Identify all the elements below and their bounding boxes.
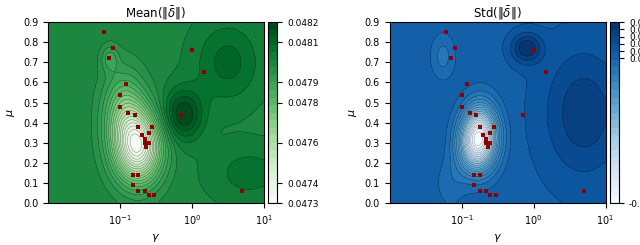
- Y-axis label: $\mu$: $\mu$: [347, 108, 359, 117]
- Point: [123, 111, 133, 115]
- Point: [481, 137, 492, 141]
- Point: [104, 56, 114, 60]
- Point: [481, 189, 492, 193]
- Point: [133, 173, 143, 177]
- Point: [469, 183, 479, 187]
- Point: [456, 93, 467, 97]
- Point: [450, 46, 460, 50]
- Point: [199, 71, 209, 74]
- Point: [140, 137, 150, 141]
- Point: [475, 125, 485, 129]
- Point: [143, 141, 154, 145]
- Point: [143, 193, 154, 197]
- Point: [489, 125, 499, 129]
- Point: [485, 193, 495, 197]
- Point: [445, 56, 456, 60]
- Point: [99, 30, 109, 34]
- Title: Mean($\|\bar{\delta}\|$): Mean($\|\bar{\delta}\|$): [125, 5, 186, 22]
- Point: [120, 83, 131, 86]
- Title: Std($\|\bar{\delta}\|$): Std($\|\bar{\delta}\|$): [474, 5, 522, 22]
- Point: [133, 189, 143, 193]
- Point: [471, 113, 481, 117]
- Point: [129, 113, 140, 117]
- Point: [141, 145, 151, 149]
- Point: [529, 48, 539, 52]
- Point: [481, 141, 492, 145]
- Point: [579, 189, 589, 193]
- Point: [133, 125, 143, 129]
- Point: [478, 133, 488, 137]
- Point: [462, 83, 472, 86]
- Point: [541, 71, 552, 74]
- Point: [491, 193, 501, 197]
- Point: [483, 145, 493, 149]
- Point: [127, 183, 138, 187]
- X-axis label: $\gamma$: $\gamma$: [493, 233, 502, 245]
- Y-axis label: $\mu$: $\mu$: [5, 108, 17, 117]
- Point: [475, 189, 485, 193]
- Point: [187, 48, 197, 52]
- Point: [456, 105, 467, 109]
- Point: [475, 173, 485, 177]
- Point: [140, 189, 150, 193]
- Point: [465, 111, 475, 115]
- Point: [485, 141, 495, 145]
- Point: [140, 141, 150, 145]
- Point: [441, 30, 451, 34]
- Point: [485, 131, 495, 135]
- Point: [237, 189, 247, 193]
- Point: [517, 113, 527, 117]
- Point: [115, 93, 125, 97]
- Point: [115, 105, 125, 109]
- Point: [147, 125, 157, 129]
- Point: [136, 133, 147, 137]
- Point: [175, 113, 186, 117]
- Point: [469, 173, 479, 177]
- Point: [108, 46, 118, 50]
- Point: [143, 131, 154, 135]
- X-axis label: $\gamma$: $\gamma$: [151, 233, 161, 245]
- Point: [127, 173, 138, 177]
- Point: [149, 193, 159, 197]
